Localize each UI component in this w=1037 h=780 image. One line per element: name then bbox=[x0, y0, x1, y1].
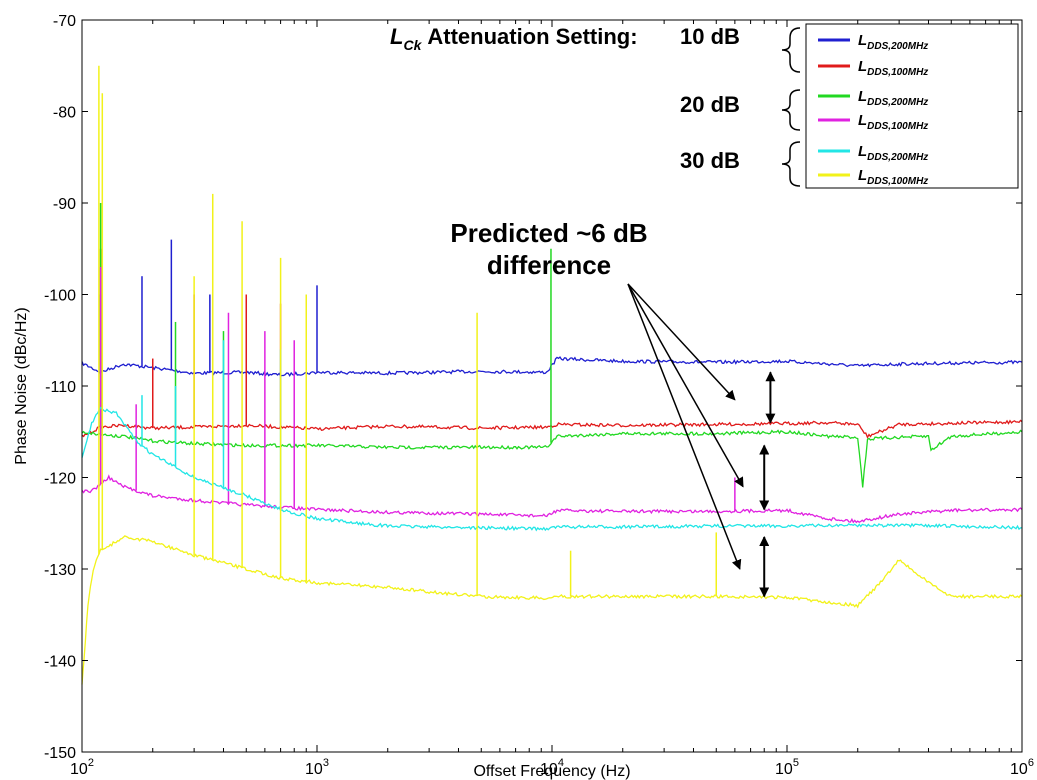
x-axis-label: Offset Frequency (Hz) bbox=[473, 763, 630, 780]
x-tick-exponent: 6 bbox=[1028, 757, 1034, 769]
legend-title-symbol: L bbox=[390, 24, 403, 49]
y-tick-label: -150 bbox=[44, 745, 76, 762]
legend-label: LDDS,200MHz bbox=[858, 88, 928, 108]
x-tick-label: 102 bbox=[70, 757, 94, 778]
y-tick-label: -100 bbox=[44, 288, 76, 305]
series-layer bbox=[81, 65, 1023, 685]
series-line bbox=[81, 419, 1023, 439]
x-tick-base: 10 bbox=[540, 761, 558, 778]
x-tick-exponent: 2 bbox=[88, 757, 94, 769]
series-3-group bbox=[81, 267, 1023, 524]
x-tick-base: 10 bbox=[775, 761, 793, 778]
y-tick-label: -110 bbox=[45, 379, 76, 396]
y-tick-label: -140 bbox=[44, 654, 76, 671]
legend-label-main: L bbox=[858, 112, 867, 129]
legend-braces bbox=[781, 27, 801, 187]
legend-label: LDDS,100MHz bbox=[858, 58, 928, 78]
annotation-layer bbox=[627, 283, 776, 598]
series-line bbox=[81, 429, 1023, 488]
legend-title: LCk Attenuation Setting: bbox=[390, 24, 638, 53]
series-line bbox=[81, 406, 1023, 532]
y-axis-label: Phase Noise (dBc/Hz) bbox=[13, 307, 30, 464]
pointer-arrow bbox=[627, 283, 742, 570]
x-tick-exponent: 3 bbox=[323, 757, 329, 769]
legend-label-sub: DDS,100MHz bbox=[867, 176, 928, 187]
series-line bbox=[81, 356, 1023, 377]
legend-label-main: L bbox=[858, 167, 867, 184]
x-tick-label: 104 bbox=[540, 757, 564, 778]
x-tick-base: 10 bbox=[1010, 761, 1028, 778]
legend-title-text: Attenuation Setting: bbox=[427, 24, 637, 49]
y-tick-label: -130 bbox=[44, 562, 76, 579]
legend-box: LDDS,200MHzLDDS,100MHzLDDS,200MHzLDDS,10… bbox=[805, 23, 1019, 189]
legend-label: LDDS,200MHz bbox=[858, 143, 928, 163]
legend-label-sub: DDS,200MHz bbox=[867, 41, 928, 52]
pointer-arrow bbox=[627, 283, 744, 488]
y-tick-label: -90 bbox=[53, 196, 76, 213]
annotation-line-1: Predicted ~6 dB bbox=[450, 218, 647, 248]
legend-label-main: L bbox=[858, 88, 867, 105]
y-tick-label: -80 bbox=[53, 105, 76, 122]
y-tick-label: -120 bbox=[44, 471, 76, 488]
x-tick-label: 105 bbox=[775, 757, 799, 778]
legend-group-30db: 30 dB bbox=[680, 148, 740, 173]
x-tick-label: 103 bbox=[305, 757, 329, 778]
legend-label: LDDS,100MHz bbox=[858, 167, 928, 187]
annotation-line-2: difference bbox=[487, 250, 611, 280]
legend-label-sub: DDS,100MHz bbox=[867, 121, 928, 132]
legend-label-sub: DDS,200MHz bbox=[867, 97, 928, 108]
legend-label-sub: DDS,100MHz bbox=[867, 67, 928, 78]
x-tick-label: 106 bbox=[1010, 757, 1034, 778]
series-5-group bbox=[81, 65, 1023, 685]
series-line bbox=[81, 535, 1023, 685]
legend-label-main: L bbox=[858, 32, 867, 49]
legend-label-sub: DDS,200MHz bbox=[867, 152, 928, 163]
annotation-text: Predicted ~6 dB difference bbox=[450, 218, 647, 280]
legend-group-10db: 10 dB bbox=[680, 24, 740, 49]
legend-title-subscript: Ck bbox=[403, 37, 422, 53]
x-tick-base: 10 bbox=[70, 761, 88, 778]
series-line bbox=[81, 474, 1023, 524]
legend-label-main: L bbox=[858, 58, 867, 75]
x-tick-base: 10 bbox=[305, 761, 323, 778]
legend-label: LDDS,100MHz bbox=[858, 112, 928, 132]
legend-label: LDDS,200MHz bbox=[858, 32, 928, 52]
legend-group-20db: 20 dB bbox=[680, 92, 740, 117]
legend-entries: LDDS,200MHzLDDS,100MHzLDDS,200MHzLDDS,10… bbox=[818, 32, 928, 187]
x-tick-exponent: 4 bbox=[558, 757, 564, 769]
y-tick-label: -70 bbox=[53, 13, 76, 30]
legend-label-main: L bbox=[858, 143, 867, 160]
pointer-arrow bbox=[627, 283, 736, 401]
x-tick-exponent: 5 bbox=[793, 757, 799, 769]
